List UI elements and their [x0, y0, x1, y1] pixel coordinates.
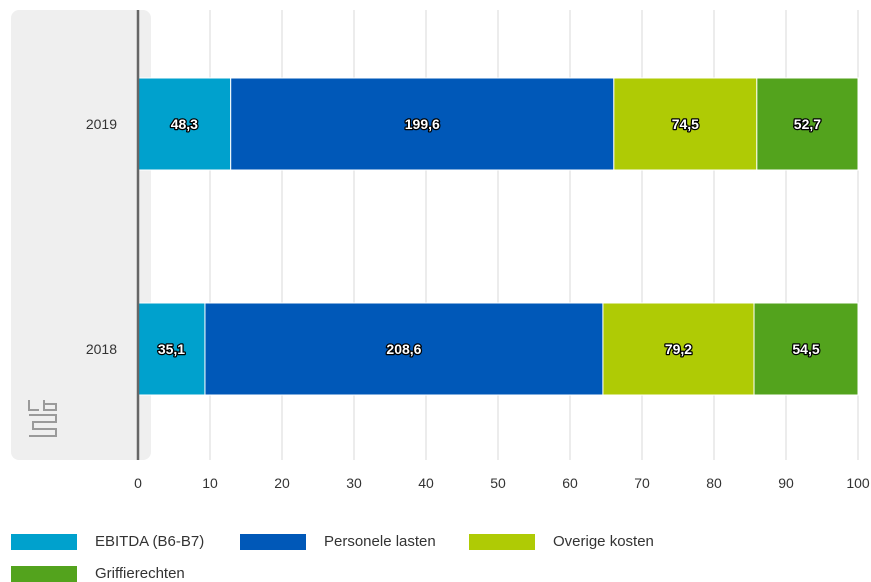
legend-item: EBITDA (B6-B7) — [11, 533, 204, 550]
x-tick-label: 100 — [846, 475, 870, 491]
legend-item: Griffierechten — [11, 565, 185, 582]
chart: 48,3 199,6 74,5 52,735,1 208,6 79,2 54,5 20192… — [11, 10, 870, 491]
legend-label: Personele lasten — [324, 533, 436, 550]
x-tick-labels: 0 10 20 30 40 50 60 70 80 90 100 — [134, 475, 870, 491]
bar-segment — [230, 77, 615, 171]
bar-segment — [602, 302, 755, 396]
x-tick-label: 60 — [562, 475, 578, 491]
category-label: 2018 — [86, 341, 117, 357]
legend-swatch — [11, 565, 77, 582]
legend-item: Personele lasten — [240, 533, 436, 550]
legend-label: Griffierechten — [95, 565, 185, 582]
x-tick-label: 30 — [346, 475, 362, 491]
x-tick-label: 40 — [418, 475, 434, 491]
legend: EBITDA (B6-B7) Personele lasten Overige ko… — [0, 525, 871, 582]
legend-swatch — [240, 533, 306, 550]
bar-segment — [756, 77, 859, 171]
category-axis-panel — [11, 10, 151, 460]
data-label: 48,3 — [171, 116, 198, 132]
x-tick-label: 90 — [778, 475, 794, 491]
data-label: 199,6 — [405, 116, 440, 132]
bar-segment — [613, 77, 758, 171]
bar-segment — [753, 302, 859, 396]
data-label: 54,5 — [792, 341, 819, 357]
x-tick-label: 80 — [706, 475, 722, 491]
data-label: 52,7 — [794, 116, 821, 132]
category-labels: 2019 2018 — [86, 116, 117, 357]
data-labels: 48,3 199,6 74,5 52,7 35,1 208,6 79,2 54,5 — [157, 115, 823, 359]
cbs-logo-icon — [28, 400, 57, 437]
legend-swatch — [11, 533, 77, 550]
x-tick-label: 10 — [202, 475, 218, 491]
data-label: 74,5 — [672, 116, 699, 132]
x-tick-label: 50 — [490, 475, 506, 491]
legend-swatch — [469, 533, 535, 550]
legend-label: EBITDA (B6-B7) — [95, 533, 205, 550]
bar-segment — [204, 302, 604, 396]
data-label: 79,2 — [665, 341, 692, 357]
x-tick-label: 0 — [134, 475, 142, 491]
x-tick-label: 70 — [634, 475, 650, 491]
legend-label: Overige kosten — [553, 533, 654, 550]
data-label: 208,6 — [386, 341, 421, 357]
category-label: 2019 — [86, 116, 117, 132]
bars — [137, 77, 859, 396]
x-tick-label: 20 — [274, 475, 290, 491]
legend-item: Overige kosten — [469, 533, 654, 550]
data-label: 35,1 — [158, 341, 185, 357]
